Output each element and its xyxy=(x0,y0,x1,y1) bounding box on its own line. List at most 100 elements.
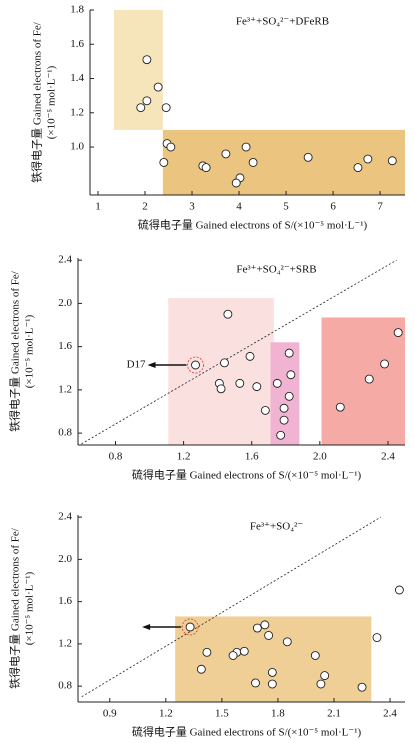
scatter-point xyxy=(260,405,270,415)
x-tick-label: 5 xyxy=(283,201,289,213)
scatter-point xyxy=(364,374,374,384)
scatter-point xyxy=(153,82,163,92)
y-axis-label: (×10⁻⁵ mol·L⁻¹) xyxy=(24,314,36,388)
shaded-region xyxy=(113,10,163,130)
scatter-point xyxy=(353,163,363,173)
y-tick-label: 1.4 xyxy=(70,72,84,84)
scatter-point xyxy=(363,154,373,164)
scatter-point xyxy=(251,678,260,688)
scatter-point xyxy=(320,671,330,681)
x-tick-label: 0.8 xyxy=(109,451,123,463)
scatter-point xyxy=(191,360,200,370)
y-tick-label: 1.8 xyxy=(70,4,84,16)
arrow-head xyxy=(147,362,156,369)
y-tick-label: 0.8 xyxy=(58,427,72,439)
scatter-point xyxy=(357,682,367,692)
annotation: Fe³⁺+SO₄²⁻+SRB xyxy=(236,264,316,276)
scatter-point xyxy=(136,103,146,113)
x-tick-label: 1.6 xyxy=(245,451,259,463)
y-tick-label: 0.8 xyxy=(58,680,72,692)
scatter-point xyxy=(303,152,313,162)
x-tick-label: 1.2 xyxy=(159,708,173,720)
x-tick-label: 2.1 xyxy=(327,708,341,720)
y-axis-label: (×10⁻⁵ mol·L⁻¹) xyxy=(46,65,58,139)
scatter-point xyxy=(228,651,238,660)
x-tick-label: 2 xyxy=(142,201,148,213)
x-tick-label: 2.4 xyxy=(381,451,395,463)
scatter-point xyxy=(260,620,270,630)
scatter-point xyxy=(223,309,233,319)
x-axis-label: 硫得电子量 Gained electrons of S/(×10⁻⁵ mol·L… xyxy=(132,468,362,482)
scatter-point xyxy=(202,647,212,657)
scatter-point xyxy=(216,384,226,394)
x-axis-label: 硫得电子量 Gained electrons of S/(×10⁻⁵ mol·L… xyxy=(132,725,362,739)
reference-line xyxy=(81,259,397,445)
scatter-point xyxy=(316,679,326,689)
scatter-point xyxy=(231,178,241,188)
scatter-point xyxy=(272,378,282,388)
scatter-point xyxy=(267,667,277,677)
scatter-point xyxy=(142,96,152,106)
x-axis-label: 硫得电子量 Gained electrons of S/(×10⁻⁵ mol·L… xyxy=(138,218,368,232)
x-tick-label: 6 xyxy=(330,201,336,213)
scatter-point xyxy=(276,430,286,440)
plot-area xyxy=(113,10,405,195)
y-tick-label: 2.4 xyxy=(58,511,72,523)
scatter-point xyxy=(310,651,320,660)
scatter-point xyxy=(245,351,255,361)
scatter-point xyxy=(393,328,403,338)
scatter-point xyxy=(221,149,231,159)
shaded-region xyxy=(321,317,405,445)
scatter-point xyxy=(264,630,274,640)
scatter-point xyxy=(380,359,390,369)
y-tick-label: 2.4 xyxy=(58,254,72,266)
y-tick-label: 2.0 xyxy=(58,553,72,565)
arrow-head xyxy=(142,623,151,630)
y-tick-label: 1.6 xyxy=(58,340,72,352)
y-tick-label: 1.6 xyxy=(70,38,84,50)
y-tick-label: 2.0 xyxy=(58,297,72,309)
scatter-point xyxy=(239,646,249,656)
scatter-point xyxy=(372,633,382,643)
annotation: Fe³⁺+SO₄²⁻ xyxy=(250,521,304,533)
x-tick-label: 0.9 xyxy=(103,708,117,720)
x-tick-label: 1.2 xyxy=(177,451,191,463)
highlight-ring xyxy=(181,618,199,636)
shaded-region xyxy=(270,342,300,445)
x-tick-label: 2.4 xyxy=(383,708,397,720)
x-tick-label: 4 xyxy=(236,201,242,213)
scatter-point xyxy=(241,142,251,152)
y-tick-label: 1.6 xyxy=(58,595,72,607)
scatter-point xyxy=(220,358,229,368)
scatter-point xyxy=(279,415,289,425)
x-tick-label: 1.8 xyxy=(271,708,285,720)
scatter-point xyxy=(284,348,294,358)
x-tick-label: 2.0 xyxy=(313,451,327,463)
shaded-region xyxy=(168,297,274,445)
plot-area xyxy=(81,516,381,702)
scatter-point xyxy=(159,158,169,167)
scatter-point xyxy=(284,391,294,401)
y-tick-label: 1.2 xyxy=(70,106,84,118)
y-axis-label: 铁得电子量 Gained electrons of Fe/ xyxy=(9,270,22,432)
y-tick-label: 1.2 xyxy=(58,637,72,649)
panel: 0.9 1.2 1.5 1.8 2.1 2.4 0.8 1.2 1.6 2.0 2.4 Fe³⁺+SO… xyxy=(9,511,405,739)
y-tick-label: 1.2 xyxy=(58,383,72,395)
scatter-point xyxy=(166,142,176,152)
y-axis-label: (×10⁻⁵ mol·L⁻¹) xyxy=(24,571,36,645)
plot-area xyxy=(81,259,405,445)
scatter-point xyxy=(235,378,245,388)
panel: 0.8 1.2 1.6 2.0 2.4 0.8 1.2 1.6 2.0 2.4 D17 Fe³⁺+SO… xyxy=(9,254,405,482)
scatter-point xyxy=(252,382,262,392)
scatter-point xyxy=(248,158,258,167)
y-axis-label: 铁得电子量 Gained electrons of Fe/ xyxy=(31,21,44,183)
scatter-point xyxy=(142,55,152,65)
x-tick-label: 1.5 xyxy=(215,708,229,720)
x-tick-label: 7 xyxy=(377,201,383,213)
scatter-point xyxy=(282,637,292,647)
scatter-point xyxy=(394,585,404,595)
scatter-point xyxy=(196,664,206,674)
highlight-ring xyxy=(187,356,204,374)
